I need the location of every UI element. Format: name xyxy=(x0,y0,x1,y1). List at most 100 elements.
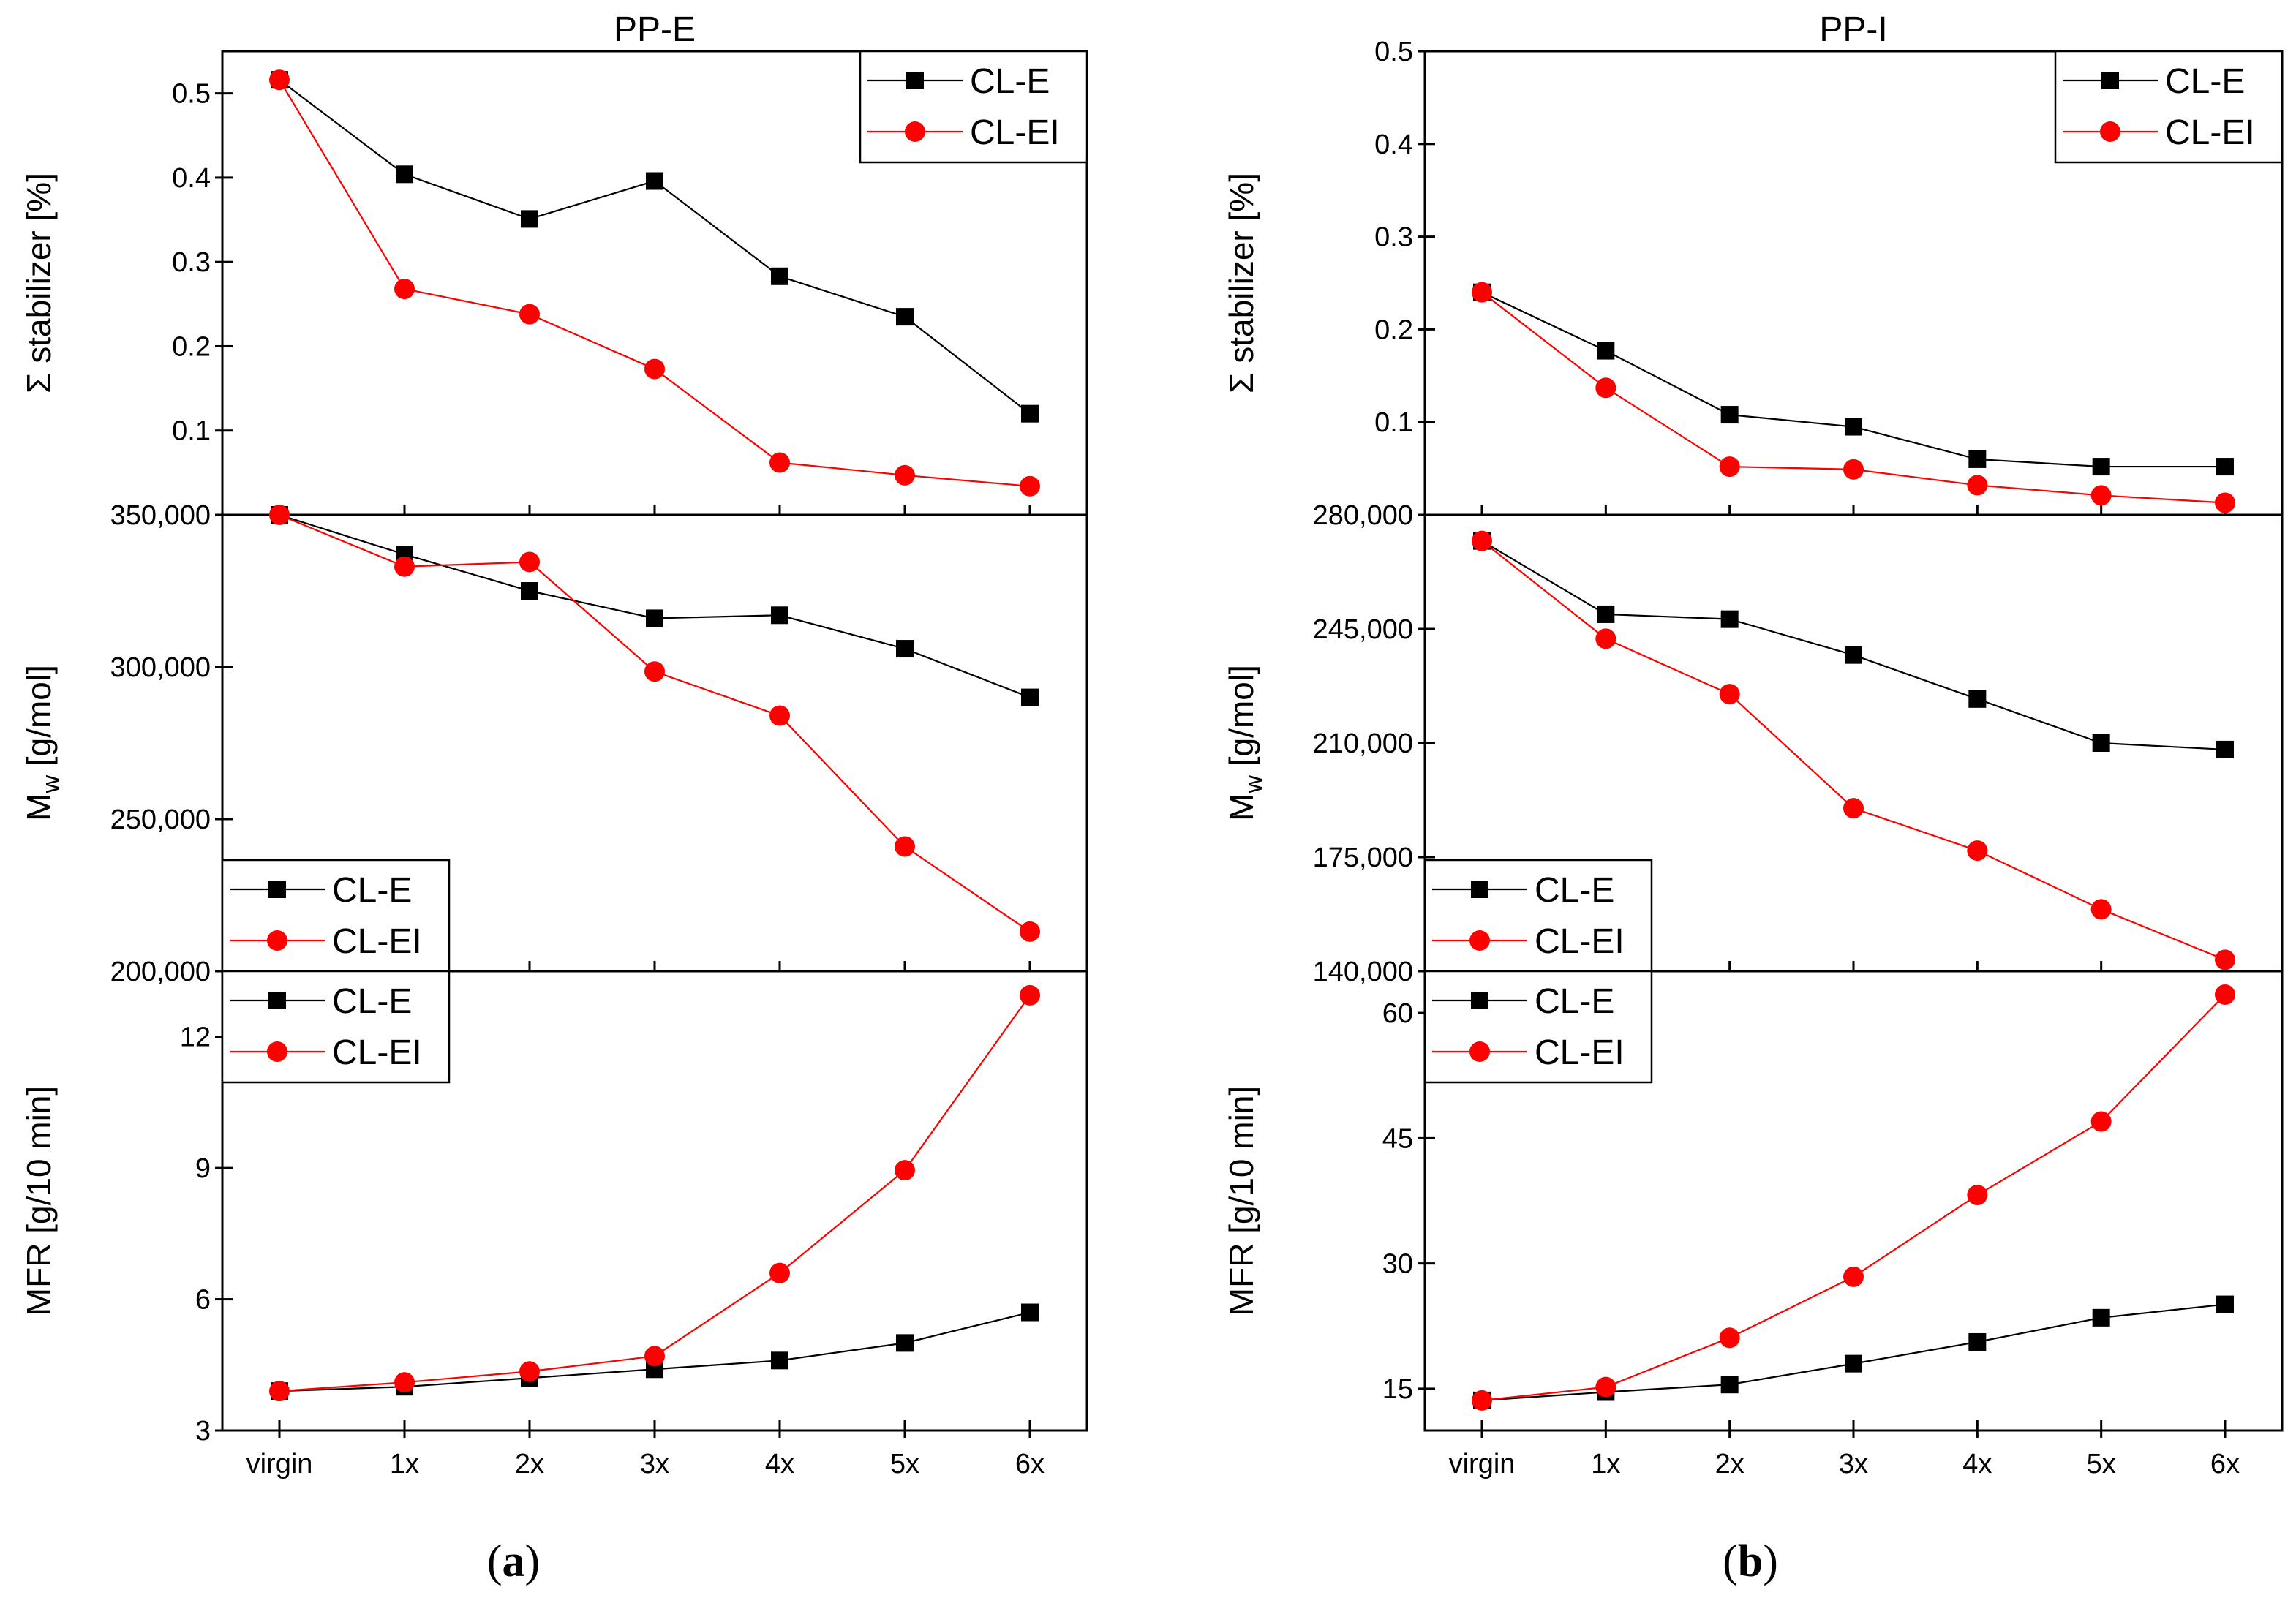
series-cl-ei xyxy=(1472,282,2235,513)
x-tick-label: virgin xyxy=(1449,1449,1516,1479)
x-tick-label: 3x xyxy=(1839,1449,1868,1479)
x-tick-label: 2x xyxy=(1715,1449,1744,1479)
legend-marker-circle xyxy=(905,121,925,142)
chart-title: PP-E xyxy=(614,10,696,49)
data-point-circle xyxy=(1843,459,1864,480)
data-point-circle xyxy=(644,661,665,682)
y-tick-label: 0.4 xyxy=(1374,129,1413,160)
y-tick-label: 280,000 xyxy=(1313,500,1413,531)
data-point-square xyxy=(396,165,413,184)
data-point-circle xyxy=(644,358,665,380)
legend-label: CL-E xyxy=(1535,982,1614,1021)
data-point-circle xyxy=(1472,530,1492,551)
data-point-square xyxy=(646,172,663,190)
data-point-circle xyxy=(2215,984,2235,1005)
data-point-circle xyxy=(269,505,290,525)
series-cl-ei xyxy=(1472,530,2235,970)
data-point-square xyxy=(896,308,914,326)
legend-marker-circle xyxy=(2100,121,2120,142)
y-tick-label: 6 xyxy=(195,1285,211,1316)
x-tick-label: 5x xyxy=(2087,1449,2116,1479)
y-tick-label: 245,000 xyxy=(1313,614,1413,645)
legend: CL-E CL-EI xyxy=(1423,859,1653,973)
y-tick-label: 350,000 xyxy=(110,500,211,531)
legend-box xyxy=(1423,970,1653,1084)
x-tick-label: 5x xyxy=(890,1449,919,1479)
chart-b-stab: 0.10.20.30.40.5PP-IΣ stabilizer [%]CL-EC… xyxy=(1222,10,2284,516)
data-point-circle xyxy=(1020,921,1040,942)
data-point-circle xyxy=(1472,1390,1492,1411)
data-point-square xyxy=(1597,605,1615,623)
legend-label: CL-E xyxy=(970,62,1050,101)
data-point-circle xyxy=(769,1262,790,1283)
x-tick-label: 1x xyxy=(1591,1449,1620,1479)
chart-b-mw: 140,000 175,000 210,000 245,000 280,000 Mw [g… xyxy=(1222,500,2284,987)
data-point-square xyxy=(1021,688,1039,706)
data-point-circle xyxy=(1843,798,1864,819)
data-point-circle xyxy=(269,69,290,91)
data-point-square xyxy=(2216,1295,2234,1313)
y-tick-label: 0.5 xyxy=(1374,37,1413,67)
y-tick-label: 3 xyxy=(195,1416,211,1447)
data-point-square xyxy=(1845,418,1862,436)
data-point-circle xyxy=(1719,1327,1740,1349)
y-axis-label-main: M xyxy=(20,793,58,821)
panel-label: (b) xyxy=(1723,1537,1778,1586)
y-tick-label: 0.5 xyxy=(172,79,211,110)
legend-box xyxy=(859,50,1088,164)
data-point-circle xyxy=(1595,377,1616,399)
legend-box xyxy=(1423,859,1653,973)
y-tick-label: 250,000 xyxy=(110,804,211,835)
data-point-square xyxy=(521,210,538,228)
data-point-square xyxy=(1968,690,1987,708)
data-point-circle xyxy=(1967,840,1988,862)
legend-box xyxy=(2054,50,2284,164)
data-point-circle xyxy=(895,836,915,857)
x-tick-label: 6x xyxy=(1015,1449,1045,1479)
legend-marker-square xyxy=(1471,992,1488,1009)
data-point-square xyxy=(1720,1376,1739,1394)
legend: CL-E CL-EI xyxy=(221,859,451,973)
y-axis-label-unit: [g/mol] xyxy=(1222,665,1260,775)
data-point-square xyxy=(896,640,914,658)
data-point-circle xyxy=(769,452,790,473)
data-point-circle xyxy=(394,1372,415,1393)
legend-marker-square xyxy=(906,72,924,89)
data-point-circle xyxy=(1595,1376,1616,1398)
chart-title: PP-I xyxy=(1819,10,1887,49)
data-point-circle xyxy=(1472,282,1492,303)
legend: CL-E CL-EI xyxy=(2054,50,2284,164)
legend-marker-square xyxy=(268,992,286,1009)
data-point-circle xyxy=(2215,492,2235,513)
y-tick-label: 0.4 xyxy=(172,163,211,194)
y-tick-label: 0.1 xyxy=(172,416,211,447)
y-tick-label: 0.3 xyxy=(172,247,211,278)
y-axis-label-subscript: w xyxy=(1240,775,1268,794)
chart-a-mw: 200,000 250,000 300,000 350,000 Mw [g/mol] CL… xyxy=(20,500,1088,987)
data-point-circle xyxy=(1967,475,1988,496)
data-point-square xyxy=(1968,450,1987,468)
charts: 0.10.20.30.40.5PP-EΣ stabilizer [%]CL-EC… xyxy=(20,10,2284,1479)
panel-labels: (a) (b) xyxy=(487,1537,1778,1586)
x-tick-label: 4x xyxy=(765,1449,794,1479)
data-point-circle xyxy=(1020,984,1040,1006)
y-tick-label: 210,000 xyxy=(1313,728,1413,759)
y-tick-label: 300,000 xyxy=(110,652,211,683)
series-cl-e xyxy=(1473,283,2234,476)
data-point-circle xyxy=(2090,485,2112,506)
data-point-circle xyxy=(519,304,540,325)
data-point-circle xyxy=(394,279,415,300)
data-point-square xyxy=(1597,342,1615,360)
legend-label: CL-EI xyxy=(1535,1033,1625,1072)
y-tick-label: 0.2 xyxy=(1374,314,1413,345)
data-point-circle xyxy=(394,556,415,577)
data-point-square xyxy=(521,582,538,600)
legend-marker-circle xyxy=(1469,1041,1490,1062)
panel-label: (a) xyxy=(487,1537,540,1586)
data-point-circle xyxy=(2215,949,2235,970)
data-point-square xyxy=(1845,1354,1862,1373)
x-tick-label: 2x xyxy=(515,1449,544,1479)
legend-label: CL-EI xyxy=(332,922,422,961)
x-tick-label: 6x xyxy=(2210,1449,2240,1479)
data-point-circle xyxy=(519,1361,540,1382)
